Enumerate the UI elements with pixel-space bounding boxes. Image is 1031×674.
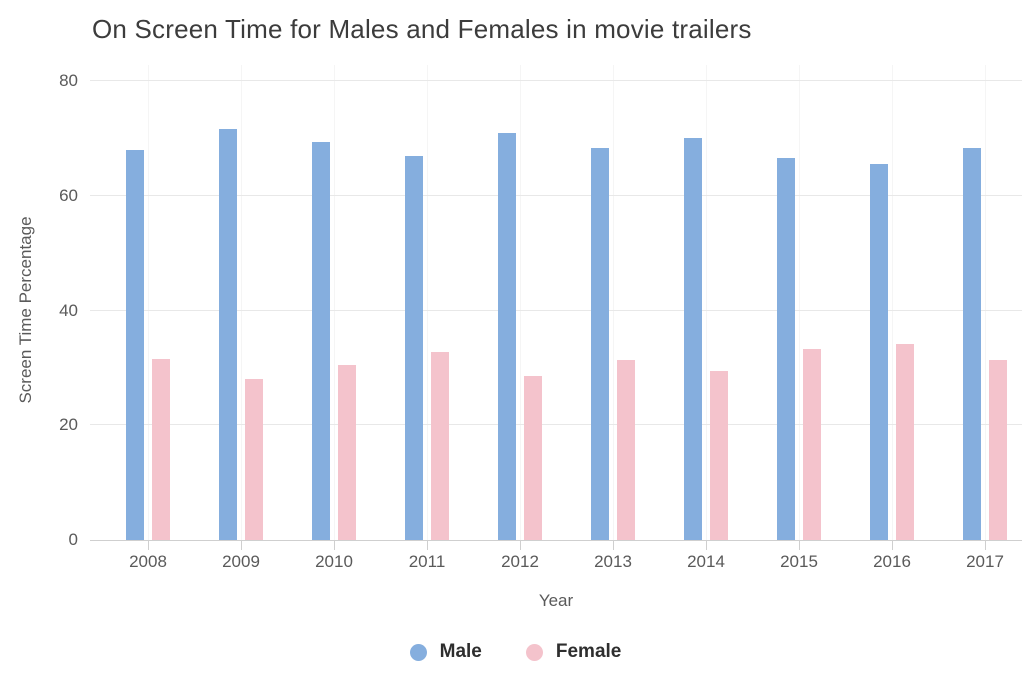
x-tick-mark	[892, 541, 893, 550]
bar-male-2014	[684, 138, 702, 540]
y-tick-label: 0	[68, 530, 78, 549]
vertical-gridline	[985, 65, 986, 540]
y-axis-tick-labels: 0 20 40 60 80	[0, 65, 78, 549]
bar-female-2015	[803, 348, 821, 540]
bar-male-2012	[498, 132, 516, 540]
y-tick-label: 20	[59, 415, 78, 435]
bar-male-2010	[312, 142, 330, 540]
x-tick-label: 2010	[315, 552, 353, 571]
gridline-40	[90, 309, 1022, 311]
vertical-gridline	[520, 65, 521, 540]
bar-male-2017	[963, 147, 981, 540]
bar-female-2011	[431, 352, 449, 540]
x-tick-label: 2011	[408, 552, 446, 571]
vertical-gridline	[334, 65, 335, 540]
bar-male-2016	[870, 163, 888, 540]
bar-female-2013	[617, 360, 635, 540]
bar-male-2009	[219, 128, 237, 540]
bar-female-2017	[989, 360, 1007, 540]
bar-male-2013	[591, 148, 609, 540]
gridline-20	[90, 424, 1022, 426]
bar-male-2011	[405, 156, 423, 540]
legend: Male Female	[0, 641, 1031, 663]
x-tick-label: 2014	[687, 552, 725, 571]
x-tick-mark	[799, 541, 800, 550]
vertical-gridline	[148, 65, 149, 540]
x-tick-label: 2012	[501, 552, 539, 571]
x-axis-title: Year	[538, 591, 574, 610]
bar-female-2010	[338, 365, 356, 540]
x-tick-label: 2013	[594, 552, 632, 571]
y-tick-label: 80	[59, 71, 78, 90]
legend-item-male[interactable]: Male	[409, 641, 482, 663]
x-tick-mark	[985, 541, 986, 550]
x-tick-mark	[334, 541, 335, 550]
chart-title: On Screen Time for Males and Females in …	[92, 14, 752, 44]
x-tick-mark	[520, 541, 521, 550]
x-tick-mark	[148, 541, 149, 550]
x-tick-mark	[427, 541, 428, 550]
vertical-gridline	[799, 65, 800, 540]
legend-marker-male-icon	[409, 643, 427, 661]
legend-label: Male	[439, 641, 482, 662]
legend-item-female[interactable]: Female	[525, 641, 622, 663]
bar-female-2008	[152, 358, 170, 540]
bar-female-2014	[710, 370, 728, 540]
x-tick-mark	[613, 541, 614, 550]
legend-label: Female	[555, 641, 622, 662]
vertical-gridline	[892, 65, 893, 540]
x-tick-label: 2008	[129, 552, 167, 571]
bar-female-2012	[524, 375, 542, 540]
vertical-gridline	[706, 65, 707, 540]
y-tick-label: 40	[59, 300, 78, 320]
x-tick-mark	[241, 541, 242, 550]
vertical-gridline	[613, 65, 614, 540]
vertical-gridline	[427, 65, 428, 540]
bar-female-2009	[245, 379, 263, 540]
y-tick-label: 60	[59, 185, 78, 205]
gridline-80	[90, 80, 1022, 81]
bar-male-2008	[126, 149, 144, 540]
x-tick-label: 2017	[966, 552, 1004, 571]
x-tick-label: 2016	[873, 552, 911, 571]
bar-female-2016	[896, 344, 914, 540]
plot-area	[90, 65, 1022, 541]
x-tick-label: 2015	[780, 552, 818, 571]
legend-marker-female-icon	[525, 643, 543, 661]
gridline-60	[90, 194, 1022, 196]
vertical-gridline	[241, 65, 242, 540]
x-tick-mark	[706, 541, 707, 550]
bar-male-2015	[777, 158, 795, 540]
x-tick-label: 2009	[222, 552, 260, 571]
